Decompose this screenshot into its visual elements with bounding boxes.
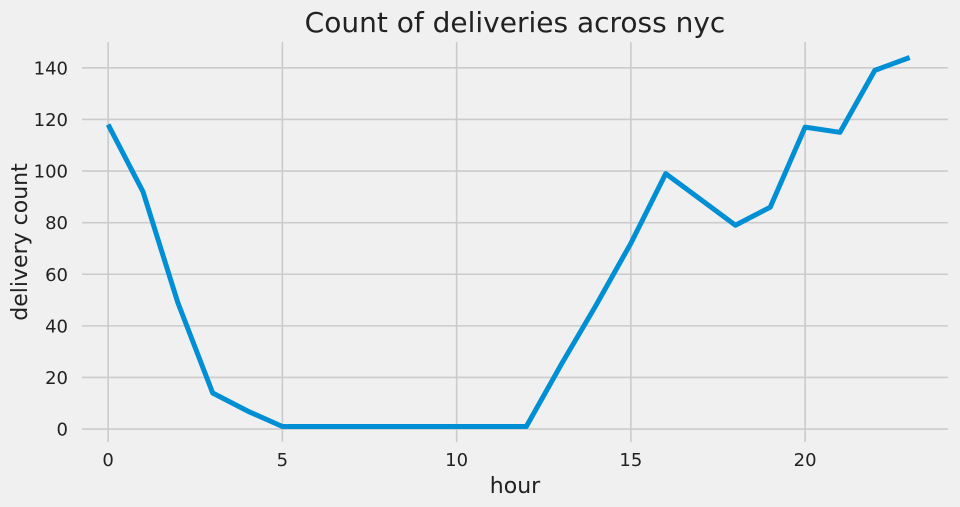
y-axis-label: delivery count xyxy=(8,163,33,321)
y-tick-label: 40 xyxy=(45,316,68,337)
y-tick-label: 80 xyxy=(45,213,68,234)
y-tick-label: 0 xyxy=(57,420,68,441)
chart-title: Count of deliveries across nyc xyxy=(305,6,726,39)
grid xyxy=(82,42,948,442)
y-axis-ticks: 0 20 40 60 80 100 120 140 xyxy=(34,58,68,440)
x-tick-label: 10 xyxy=(445,450,468,471)
y-tick-label: 60 xyxy=(45,265,68,286)
x-axis-label: hour xyxy=(490,474,541,499)
x-axis-ticks: 0 5 10 15 20 xyxy=(102,450,816,471)
x-tick-label: 5 xyxy=(277,450,288,471)
y-tick-label: 20 xyxy=(45,368,68,389)
y-tick-label: 100 xyxy=(34,162,68,183)
series-line xyxy=(105,55,911,430)
y-tick-label: 120 xyxy=(34,110,68,131)
series-group xyxy=(105,55,911,430)
x-tick-label: 20 xyxy=(794,450,817,471)
x-tick-label: 15 xyxy=(619,450,642,471)
y-tick-label: 140 xyxy=(34,58,68,79)
x-tick-label: 0 xyxy=(102,450,113,471)
